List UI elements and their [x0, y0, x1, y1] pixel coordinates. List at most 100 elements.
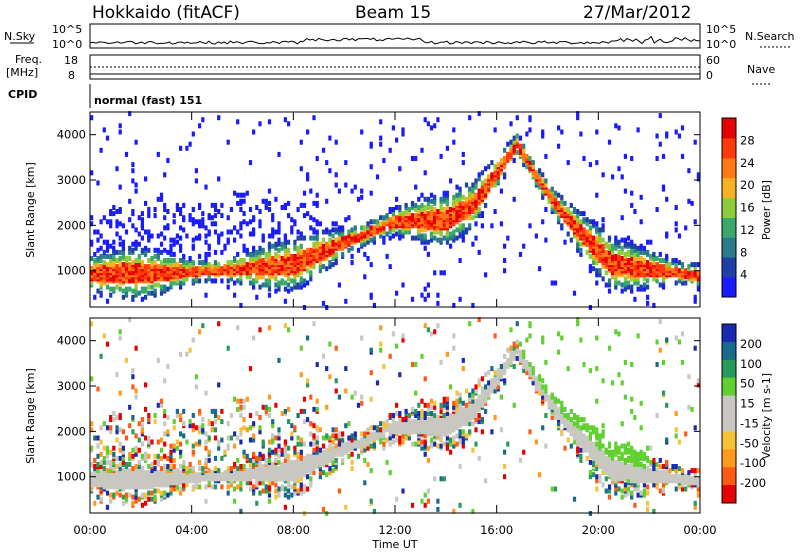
power-cell	[131, 178, 135, 184]
power-cell	[607, 243, 612, 249]
power-cell	[306, 268, 310, 274]
power-cell	[201, 217, 205, 223]
power-cell	[290, 286, 294, 292]
velocity-cell	[331, 459, 335, 465]
velocity-cell	[592, 472, 596, 478]
velocity-cell	[124, 492, 129, 498]
power-cell	[198, 260, 202, 266]
power-cell	[391, 215, 395, 221]
power-cell	[156, 251, 160, 257]
velocity-cell	[115, 455, 119, 461]
velocity-cell	[204, 439, 208, 445]
power-cell	[471, 182, 475, 188]
velocity-cell	[350, 451, 354, 457]
power-cell	[115, 219, 119, 225]
power-cell	[388, 229, 392, 235]
velocity-cell	[236, 466, 240, 472]
power-cell	[525, 131, 529, 137]
power-cell	[105, 298, 110, 304]
power-cell	[236, 229, 240, 235]
power-cell	[115, 264, 119, 270]
power-cell	[179, 264, 183, 270]
power-cell	[172, 262, 176, 268]
power-cell	[579, 219, 583, 225]
power-cell	[179, 247, 183, 253]
velocity-cell	[474, 398, 478, 404]
power-cell	[423, 209, 427, 214]
power-cell	[639, 194, 643, 200]
velocity-cell	[512, 402, 516, 408]
velocity-cell	[436, 421, 440, 427]
velocity-cell	[436, 506, 440, 512]
velocity-cell	[134, 394, 138, 400]
power-cell	[252, 227, 256, 233]
velocity-cell	[287, 327, 291, 333]
velocity-cell	[169, 453, 173, 459]
power-cell	[328, 260, 332, 266]
velocity-cell	[175, 468, 179, 474]
velocity-cell	[309, 482, 313, 488]
velocity-cell	[445, 351, 449, 357]
velocity-cell	[410, 419, 415, 425]
power-cell	[474, 235, 478, 241]
power-cell	[388, 235, 392, 241]
velocity-cell	[461, 406, 465, 412]
power-cell	[649, 262, 653, 268]
power-cell	[674, 262, 678, 268]
velocity-cell	[630, 476, 634, 482]
velocity-cell	[576, 415, 580, 420]
velocity-cell	[522, 349, 526, 355]
velocity-cell	[595, 335, 599, 341]
power-cell	[121, 249, 125, 255]
velocity-cell	[99, 464, 103, 469]
velocity-cell	[299, 408, 303, 414]
velocity-cell	[452, 404, 456, 410]
power-cell	[334, 139, 338, 145]
velocity-cell	[382, 421, 386, 427]
power-cell	[258, 258, 262, 263]
power-cell	[93, 264, 97, 270]
velocity-cell	[528, 333, 532, 339]
velocity-cell	[538, 390, 542, 396]
velocity-cell	[452, 443, 456, 449]
velocity-cell	[242, 476, 246, 482]
power-cell	[429, 205, 434, 210]
power-cell	[153, 260, 157, 266]
velocity-cell	[579, 417, 583, 423]
velocity-cell	[144, 382, 148, 388]
velocity-cell	[445, 445, 449, 451]
power-cell	[496, 178, 500, 184]
power-cell	[633, 296, 637, 302]
power-cell	[512, 135, 516, 141]
power-cell	[623, 251, 627, 257]
velocity-cell	[617, 331, 621, 337]
velocity-cell	[630, 453, 634, 459]
velocity-cell	[410, 502, 415, 508]
power-cell	[350, 253, 354, 259]
velocity-cell	[96, 386, 100, 392]
power-cell	[623, 286, 627, 292]
power-cell	[131, 294, 135, 300]
velocity-cell	[531, 370, 535, 376]
velocity-cell	[283, 486, 287, 492]
velocity-cell	[582, 433, 586, 439]
power-cell	[150, 256, 154, 261]
power-cell	[169, 258, 173, 263]
power-cell	[182, 258, 186, 263]
power-cell	[147, 233, 151, 239]
power-cell	[191, 217, 195, 223]
power-cell	[105, 135, 110, 141]
power-cell	[414, 202, 418, 208]
power-cell	[557, 200, 561, 206]
power-cell	[309, 215, 313, 221]
power-cell	[121, 239, 125, 245]
velocity-cell	[398, 435, 402, 441]
power-cell	[356, 247, 361, 253]
power-cell	[293, 278, 297, 284]
velocity-cell	[487, 370, 491, 376]
power-cell	[652, 256, 656, 261]
velocity-cell	[391, 413, 395, 418]
velocity-cell	[280, 451, 284, 457]
power-cell	[105, 239, 110, 245]
velocity-cell	[423, 323, 427, 329]
